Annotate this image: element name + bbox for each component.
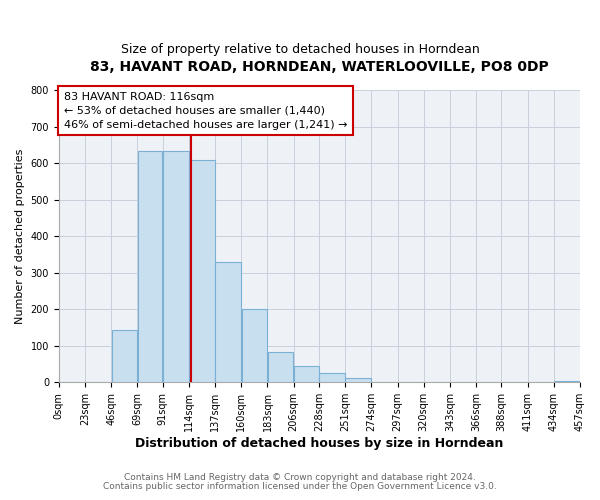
Bar xyxy=(138,151,162,382)
Text: 83 HAVANT ROAD: 116sqm
← 53% of detached houses are smaller (1,440)
46% of semi-: 83 HAVANT ROAD: 116sqm ← 53% of detached… xyxy=(64,92,347,130)
Y-axis label: Number of detached properties: Number of detached properties xyxy=(15,148,25,324)
Title: 83, HAVANT ROAD, HORNDEAN, WATERLOOVILLE, PO8 0DP: 83, HAVANT ROAD, HORNDEAN, WATERLOOVILLE… xyxy=(90,60,549,74)
Bar xyxy=(346,378,371,382)
Bar xyxy=(242,310,267,382)
Bar xyxy=(294,366,319,382)
Bar xyxy=(268,352,293,382)
Bar xyxy=(215,262,241,382)
Text: Contains HM Land Registry data © Crown copyright and database right 2024.: Contains HM Land Registry data © Crown c… xyxy=(124,474,476,482)
Bar xyxy=(112,330,137,382)
Text: Contains public sector information licensed under the Open Government Licence v3: Contains public sector information licen… xyxy=(103,482,497,491)
Bar xyxy=(163,152,188,382)
Text: Size of property relative to detached houses in Horndean: Size of property relative to detached ho… xyxy=(121,42,479,56)
Bar xyxy=(319,373,345,382)
Bar xyxy=(189,160,215,382)
X-axis label: Distribution of detached houses by size in Horndean: Distribution of detached houses by size … xyxy=(135,437,503,450)
